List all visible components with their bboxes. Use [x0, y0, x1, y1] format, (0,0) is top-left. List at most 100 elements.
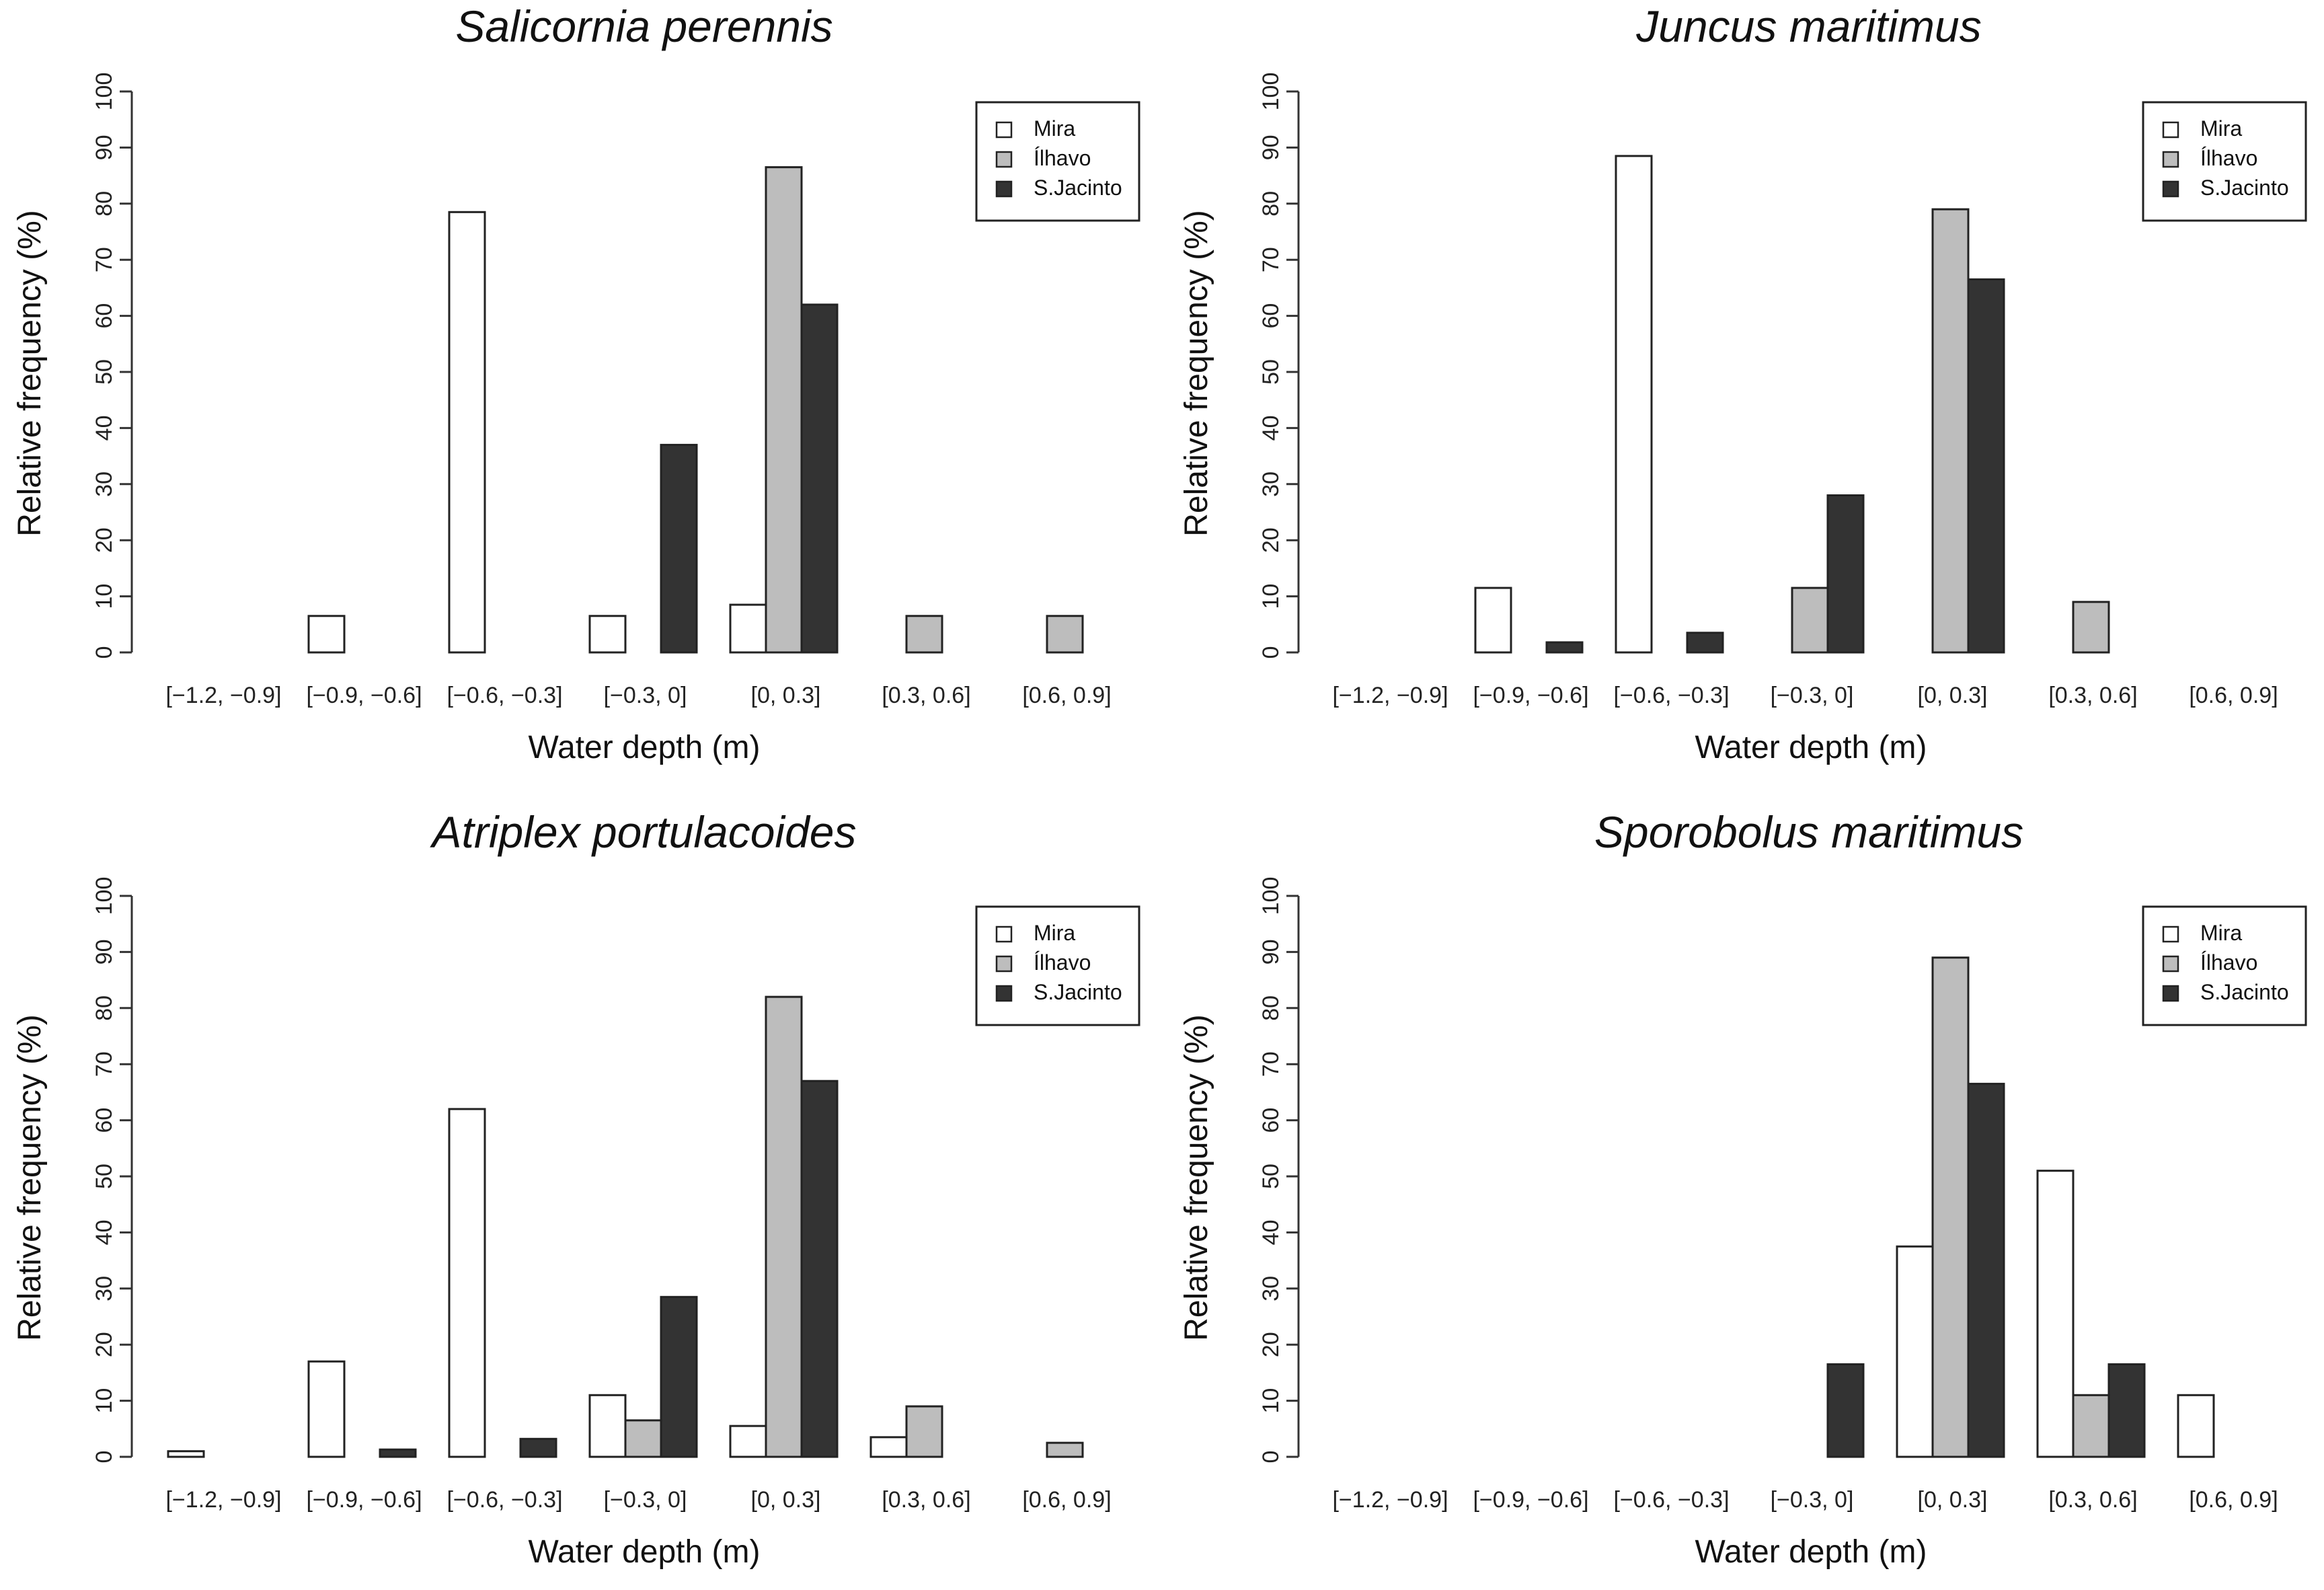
x-tick-label: [−0.6, −0.3]: [1613, 1487, 1729, 1513]
legend-swatch: [2162, 925, 2179, 943]
bar-mira-7: [2177, 1394, 2215, 1458]
y-tick-label: 60: [91, 1108, 117, 1133]
bar-mira-5: [729, 1425, 767, 1458]
bar-mira-2: [307, 615, 346, 654]
chart-panel-1: Salicornia perennis 0 10 20 30 40 50 60 70 80 90 10…: [12, 1, 1140, 765]
y-axis-label: Relative frequency (%): [12, 1014, 48, 1341]
y-tick-label: 60: [91, 303, 117, 329]
y-tick-label: 30: [91, 1276, 117, 1301]
bar--lhavo-6: [2072, 1394, 2110, 1458]
x-tick-label: [−1.2, −0.9]: [1332, 683, 1448, 708]
bar--lhavo-5: [1931, 956, 1970, 1458]
legend-swatch: [995, 151, 1013, 168]
bar-mira-5: [729, 603, 767, 654]
y-tick-label: 20: [91, 1332, 117, 1357]
y-tick-label: 70: [1258, 247, 1284, 272]
x-tick-label: [0, 0.3]: [751, 1487, 821, 1513]
legend-swatch: [995, 955, 1013, 973]
y-axis-label: Relative frequency (%): [1179, 1014, 1214, 1341]
bar-s-jacinto-5: [800, 1080, 839, 1458]
bar-mira-3: [448, 211, 486, 654]
y-tick-label: 60: [1258, 303, 1284, 329]
x-axis-label: Water depth (m): [1695, 730, 1927, 765]
legend-label: Ílhavo: [2200, 950, 2257, 975]
legend-label: S.Jacinto: [2200, 980, 2289, 1004]
legend-label: Ílhavo: [1034, 950, 1091, 975]
y-tick-label: 0: [1258, 646, 1284, 659]
y-axis-label: Relative frequency (%): [12, 210, 48, 537]
bar--lhavo-5: [1931, 208, 1970, 654]
x-tick-label: [0.6, 0.9]: [2189, 683, 2278, 708]
bar-mira-1: [167, 1450, 205, 1458]
bar-mira-2: [307, 1360, 346, 1458]
x-tick-label: [−0.6, −0.3]: [1613, 683, 1729, 708]
x-tick-label: [0, 0.3]: [751, 683, 821, 708]
bar-s-jacinto-4: [1826, 494, 1865, 654]
legend-swatch: [995, 985, 1013, 1002]
y-tick-label: 30: [1258, 1276, 1284, 1301]
bar--lhavo-4: [624, 1419, 662, 1458]
legend-label: Mira: [2200, 921, 2242, 945]
bar--lhavo-6: [905, 1405, 943, 1458]
legend-label: S.Jacinto: [1034, 176, 1122, 200]
x-tick-label: [−0.3, 0]: [1771, 683, 1854, 708]
y-tick-label: 100: [1258, 73, 1284, 111]
legend-label: Mira: [1034, 921, 1075, 945]
y-tick-label: 40: [1258, 1219, 1284, 1245]
bar-mira-5: [1896, 1245, 1934, 1458]
y-tick-label: 100: [91, 73, 117, 111]
y-tick-label: 10: [1258, 1388, 1284, 1414]
chart-title: Atriplex portulacoides: [430, 807, 857, 857]
bar-mira-4: [588, 1394, 627, 1458]
bar-s-jacinto-6: [2107, 1363, 2146, 1458]
y-tick-label: 100: [1258, 877, 1284, 915]
bar--lhavo-4: [1791, 586, 1829, 654]
y-tick-label: 100: [91, 877, 117, 915]
bar--lhavo-6: [905, 615, 943, 654]
legend-swatch: [2162, 180, 2179, 198]
y-tick-label: 40: [1258, 415, 1284, 441]
y-tick-label: 70: [1258, 1051, 1284, 1077]
x-tick-label: [−0.3, 0]: [604, 683, 687, 708]
x-axis-label: Water depth (m): [529, 730, 761, 765]
y-tick-label: 20: [1258, 1332, 1284, 1357]
y-tick-label: 0: [91, 646, 117, 659]
legend-swatch: [995, 925, 1013, 943]
x-tick-label: [0.6, 0.9]: [2189, 1487, 2278, 1513]
x-tick-label: [−1.2, −0.9]: [165, 683, 281, 708]
x-tick-label: [−1.2, −0.9]: [1332, 1487, 1448, 1513]
legend-label: Mira: [2200, 116, 2242, 141]
legend-swatch: [2162, 955, 2179, 973]
legend-swatch: [995, 121, 1013, 139]
y-tick-label: 10: [91, 1388, 117, 1414]
legend: Mira Ílhavo S.Jacinto: [2142, 101, 2307, 222]
y-tick-label: 0: [91, 1451, 117, 1464]
bar-mira-3: [448, 1108, 486, 1458]
y-tick-label: 50: [1258, 359, 1284, 385]
bar-s-jacinto-4: [660, 443, 698, 654]
bar--lhavo-5: [765, 995, 803, 1458]
y-tick-label: 30: [1258, 471, 1284, 497]
bar--lhavo-7: [1046, 1441, 1084, 1458]
y-tick-label: 50: [91, 359, 117, 385]
chart-panel-3: Atriplex portulacoides 0 10 20 30 40 50 60 70 80 9…: [12, 807, 1140, 1570]
legend-label: Mira: [1034, 116, 1075, 141]
legend-swatch: [2162, 151, 2179, 168]
x-tick-label: [0.3, 0.6]: [2048, 1487, 2137, 1513]
bar--lhavo-5: [765, 166, 803, 654]
bar-mira-6: [869, 1436, 908, 1458]
x-axis-label: Water depth (m): [1695, 1534, 1927, 1570]
y-tick-label: 50: [91, 1164, 117, 1189]
chart-panel-2: Juncus maritimus 0 10 20 30 40 50 60 70 80 90 100 Re…: [1179, 1, 2307, 765]
bar-s-jacinto-4: [660, 1295, 698, 1458]
y-tick-label: 90: [91, 135, 117, 160]
x-tick-label: [0, 0.3]: [1918, 1487, 1988, 1513]
legend: Mira Ílhavo S.Jacinto: [975, 101, 1140, 222]
x-tick-label: [0.3, 0.6]: [882, 1487, 970, 1513]
x-tick-label: [0.6, 0.9]: [1022, 1487, 1111, 1513]
x-tick-label: [0.3, 0.6]: [882, 683, 970, 708]
bar-mira-2: [1474, 586, 1512, 654]
x-tick-label: [−1.2, −0.9]: [165, 1487, 281, 1513]
bar-s-jacinto-3: [519, 1437, 557, 1458]
